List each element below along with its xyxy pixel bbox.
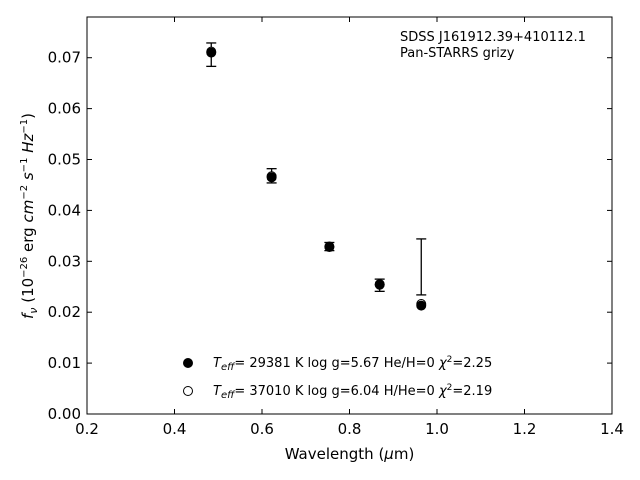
y-tick-label: 0.01 [48, 354, 81, 372]
y-tick-label: 0.07 [48, 49, 81, 67]
x-axis-label: Wavelength (μm) [285, 445, 415, 463]
axis-ticks: 0.2 0.4 0.6 0.8 1.0 1.2 1.4 0.00 0.01 0.02 0.03 0.0… [48, 17, 624, 438]
model-point-filled [324, 242, 335, 253]
model-point-filled [416, 300, 427, 311]
y-tick-label: 0.02 [48, 303, 81, 321]
data-points [206, 46, 427, 311]
y-tick-label: 0.06 [48, 100, 81, 118]
legend: Teff= 29381 K log g=5.67 He/H=0 χ2=2.25 … [183, 355, 492, 401]
y-tick-label: 0.04 [48, 201, 81, 219]
annotation-object-name: SDSS J161912.39+410112.1 [400, 30, 586, 45]
y-axis-label: fν (10−26 erg cm−2 s−1 Hz−1) [19, 113, 40, 319]
y-tick-label: 0.05 [48, 151, 81, 169]
x-tick-label: 1.4 [600, 420, 624, 438]
x-tick-label: 0.8 [338, 420, 362, 438]
x-tick-label: 0.6 [250, 420, 274, 438]
x-tick-label: 0.2 [75, 420, 99, 438]
model-point-filled [266, 172, 277, 183]
x-tick-label: 1.0 [425, 420, 449, 438]
model-point-filled [374, 279, 385, 290]
annotation-survey: Pan-STARRS grizy [400, 46, 515, 61]
plot-area [86, 16, 613, 415]
legend-entry-1: Teff= 29381 K log g=5.67 He/H=0 χ2=2.25 [213, 355, 492, 373]
y-tick-label: 0.03 [48, 252, 81, 270]
legend-marker-open [183, 386, 193, 396]
legend-marker-filled [183, 358, 193, 368]
x-tick-label: 1.2 [513, 420, 537, 438]
x-tick-label: 0.4 [163, 420, 187, 438]
model-point-filled [206, 47, 217, 58]
observed-flux-errorbar [416, 238, 427, 296]
y-tick-label: 0.00 [48, 405, 81, 423]
legend-entry-2: Teff= 37010 K log g=6.04 H/He=0 χ2=2.19 [213, 383, 492, 401]
